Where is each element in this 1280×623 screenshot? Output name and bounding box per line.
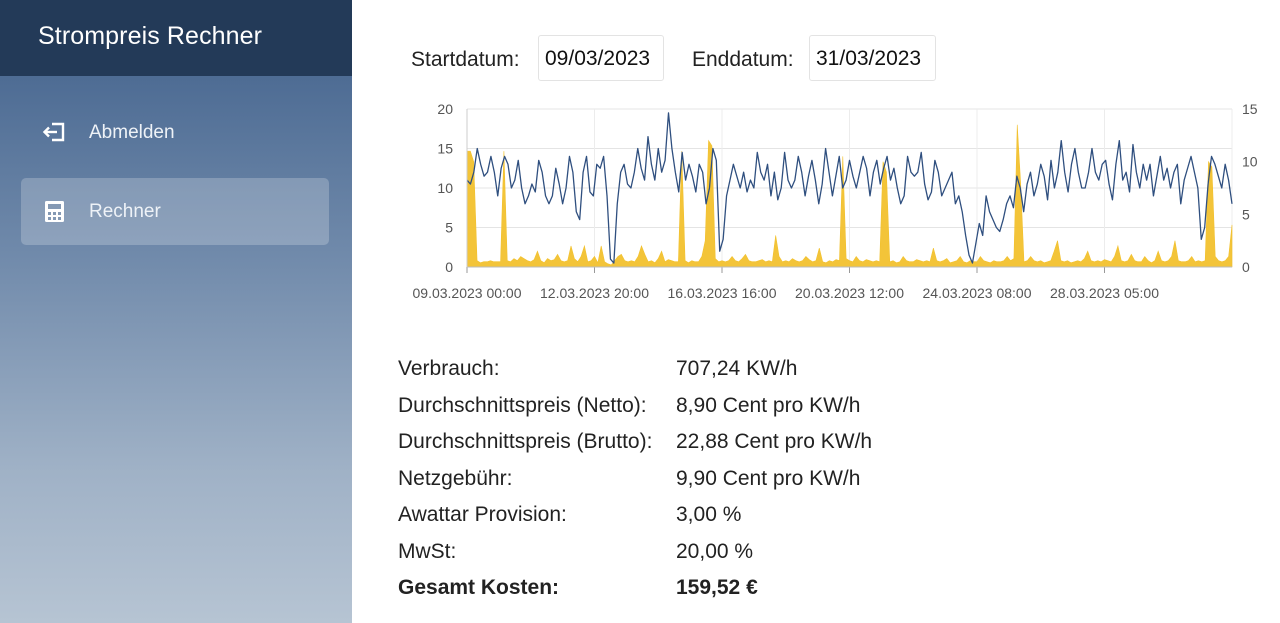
summary-key: Durchschnittspreis (Netto): <box>398 393 647 417</box>
y-left-tick-label: 0 <box>445 259 453 275</box>
summary-key: Netzgebühr: <box>398 466 513 490</box>
summary-value: 20,00 % <box>676 539 754 563</box>
summary-value: 707,24 KW/h <box>676 357 798 380</box>
x-tick-label: 24.03.2023 08:00 <box>923 285 1032 301</box>
y-right-tick-label: 5 <box>1242 206 1250 222</box>
end-date-input[interactable]: 31/03/2023 <box>809 35 936 81</box>
summary-key: Verbrauch: <box>398 357 500 380</box>
end-date-label: Enddatum: <box>692 48 794 71</box>
x-tick-label: 12.03.2023 20:00 <box>540 285 649 301</box>
logout-icon <box>42 122 65 142</box>
sidebar: Strompreis Rechner Abmelden Rechner <box>0 0 352 623</box>
app-header: Strompreis Rechner <box>0 0 352 76</box>
x-tick-label: 16.03.2023 16:00 <box>668 285 777 301</box>
summary-key: MwSt: <box>398 539 457 563</box>
summary-value: 22,88 Cent pro KW/h <box>676 430 873 453</box>
start-date-label: Startdatum: <box>411 48 520 71</box>
calculator-icon <box>45 201 64 222</box>
app-title: Strompreis Rechner <box>38 22 263 50</box>
y-left-tick-label: 5 <box>445 220 453 236</box>
main-content: Startdatum: 09/03/2023 Enddatum: 31/03/2… <box>352 0 1280 623</box>
summary-key: Durchschnittspreis (Brutto): <box>398 430 653 453</box>
sidebar-item-label: Abmelden <box>89 122 175 143</box>
y-right-tick-label: 15 <box>1242 101 1258 117</box>
consumption-area <box>466 124 1233 268</box>
x-tick-label: 20.03.2023 12:00 <box>795 285 904 301</box>
y-left-tick-label: 20 <box>437 101 453 117</box>
summary-value: 159,52 € <box>676 576 758 599</box>
summary-key: Gesamt Kosten: <box>398 576 560 599</box>
summary-value: 9,90 Cent pro KW/h <box>676 466 861 490</box>
summary-value: 8,90 Cent pro KW/h <box>676 393 861 417</box>
start-date-input[interactable]: 09/03/2023 <box>538 35 664 81</box>
y-left-tick-label: 10 <box>437 180 453 196</box>
x-tick-label: 09.03.2023 00:00 <box>413 285 522 301</box>
sidebar-item-abmelden[interactable]: Abmelden <box>21 99 329 166</box>
summary-key: Awattar Provision: <box>398 503 567 526</box>
y-right-tick-label: 0 <box>1242 259 1250 275</box>
price-consumption-chart: 0 5 10 15 20 0 5 10 15 09.03.2023 00:00 12.03.2023… <box>413 101 1258 301</box>
sidebar-item-rechner[interactable]: Rechner <box>21 178 329 245</box>
x-tick-label: 28.03.2023 05:00 <box>1050 285 1159 301</box>
y-left-tick-label: 15 <box>437 141 453 157</box>
sidebar-item-label: Rechner <box>89 201 161 222</box>
summary-value: 3,00 % <box>676 503 742 526</box>
y-right-tick-label: 10 <box>1242 154 1258 170</box>
price-line <box>466 112 1233 264</box>
